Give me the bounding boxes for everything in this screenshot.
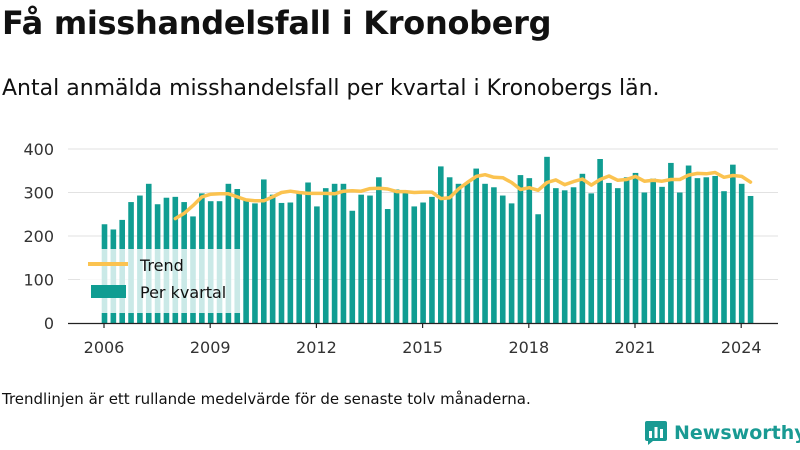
bar: [623, 177, 630, 323]
bar: [261, 179, 267, 323]
bar: [455, 183, 462, 323]
y-tick-label: 200: [23, 227, 54, 246]
bar: [367, 195, 373, 323]
x-tick-labels: 2006 2009 2012 2015 2018 2021 2024: [84, 323, 762, 357]
bar: [305, 182, 311, 323]
x-tick-label: 2018: [508, 338, 549, 357]
bar: [615, 188, 621, 323]
x-tick-label: 2021: [615, 338, 656, 357]
bar: [676, 192, 683, 323]
footnote: Trendlinjen är ett rullande medelvärde f…: [2, 390, 531, 408]
x-tick-label: 2009: [190, 338, 231, 357]
bar: [278, 202, 285, 323]
bar: [553, 188, 559, 323]
x-tick-label: 2006: [84, 338, 125, 357]
chart-subtitle: Antal anmälda misshandelsfall per kvarta…: [2, 76, 660, 101]
bar: [526, 178, 533, 323]
bar: [322, 188, 329, 323]
bar: [314, 206, 320, 323]
y-tick-label: 300: [23, 184, 54, 203]
bar: [535, 214, 541, 323]
bar: [508, 203, 515, 323]
brand-name: Newsworthy: [674, 422, 800, 444]
bar: [269, 194, 276, 323]
bar: [659, 186, 665, 323]
bar: [561, 190, 568, 323]
bar: [384, 209, 391, 323]
legend: Trend Per kvartal: [80, 249, 243, 313]
bar: [712, 175, 718, 323]
bar: [632, 172, 639, 323]
bar: [349, 210, 356, 323]
bar: [402, 191, 409, 323]
bar: [446, 177, 453, 323]
bar: [482, 183, 488, 323]
bar: [393, 189, 400, 323]
bar: [544, 156, 550, 323]
bar: [340, 183, 347, 323]
x-tick-label: 2024: [721, 338, 762, 357]
bar: [721, 191, 727, 323]
bar: [747, 195, 754, 323]
bar: [517, 175, 524, 323]
bar: [703, 177, 710, 323]
bar: [650, 178, 656, 323]
bar: [473, 168, 479, 323]
trend-line: [173, 170, 753, 221]
y-tick-label: 100: [23, 271, 54, 290]
bar: [491, 187, 497, 323]
y-tick-label: 0: [44, 314, 54, 333]
bar: [243, 199, 249, 323]
x-tick-label: 2015: [402, 338, 443, 357]
bar: [296, 191, 302, 323]
bar: [597, 159, 603, 323]
bar: [730, 164, 736, 323]
bar: [420, 202, 426, 323]
bar: [685, 165, 692, 323]
brand[interactable]: Newsworthy: [644, 420, 800, 446]
bar: [738, 183, 745, 323]
bar: [331, 183, 338, 323]
bar: [358, 194, 364, 323]
y-tick-labels: 0 100 200 300 400: [23, 140, 54, 333]
bar: [287, 202, 294, 323]
newsworthy-logo-icon: [645, 421, 667, 445]
x-tick-label: 2012: [296, 338, 337, 357]
bar: [641, 192, 648, 323]
bar: [376, 177, 382, 323]
bar: [606, 182, 612, 323]
bar: [499, 195, 506, 323]
legend-per-kvartal-label: Per kvartal: [140, 283, 226, 302]
bar: [411, 206, 418, 323]
y-tick-label: 400: [23, 140, 54, 159]
chart-title: Få misshandelsfall i Kronoberg: [2, 4, 552, 42]
bar: [464, 182, 471, 323]
legend-per-kvartal-swatch: [91, 285, 126, 298]
bar: [429, 196, 435, 323]
bar: [694, 178, 701, 323]
bar: [438, 166, 444, 323]
legend-background: [80, 249, 243, 313]
bar: [570, 187, 577, 323]
bar: [252, 203, 258, 323]
bar: [668, 162, 674, 323]
bar: [579, 173, 586, 323]
legend-trend-label: Trend: [139, 256, 184, 275]
bar: [588, 193, 595, 323]
